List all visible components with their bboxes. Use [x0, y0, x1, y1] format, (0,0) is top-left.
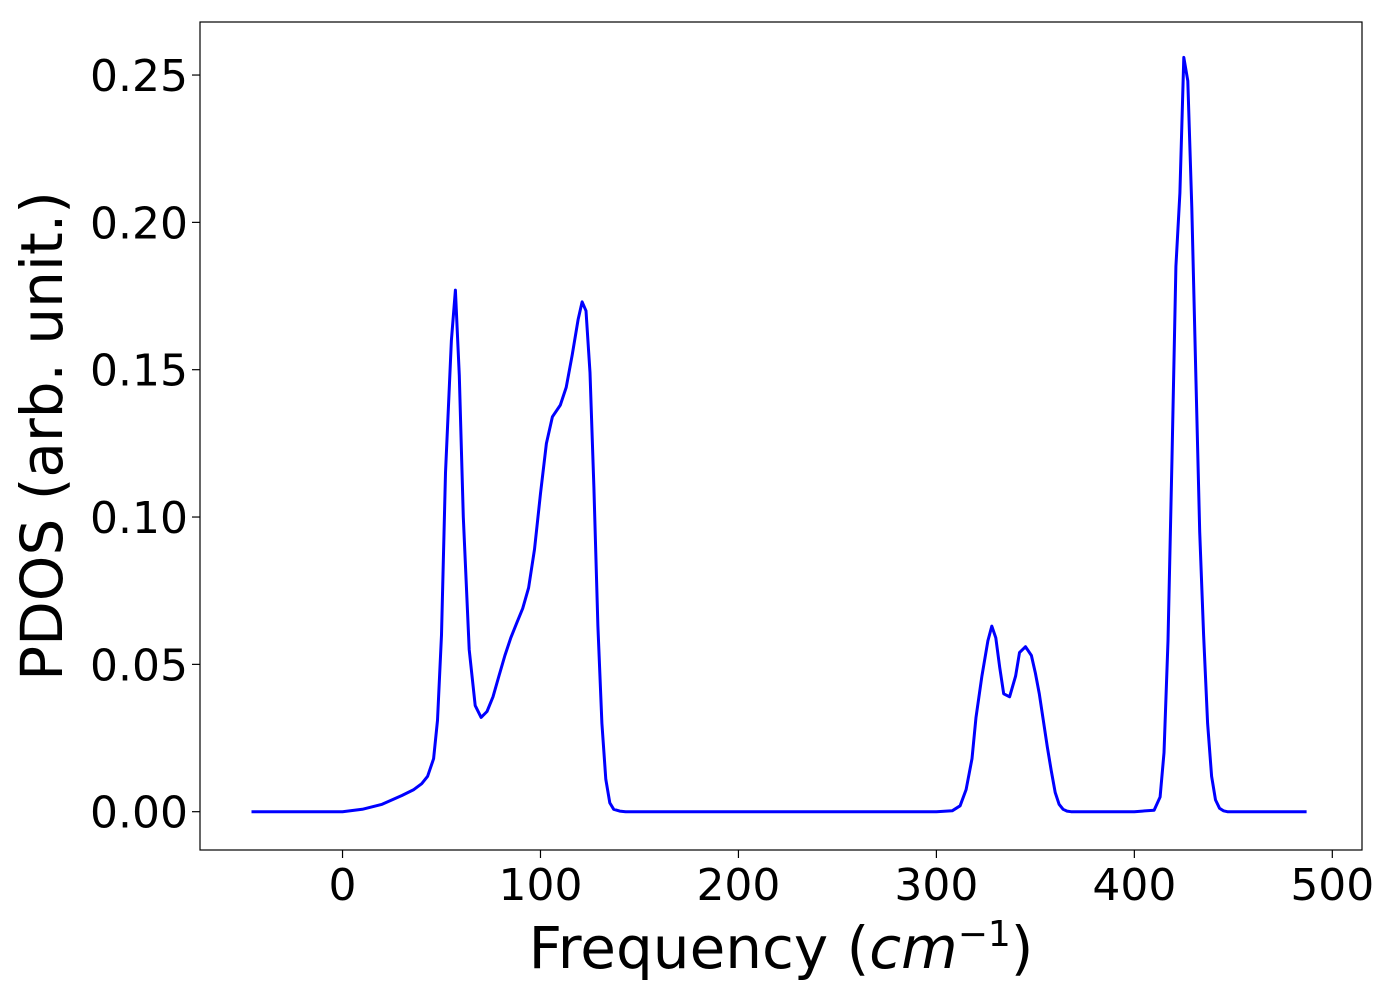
y-axis-ticks: 0.00 0.05 0.10 0.15 0.20 0.25 [90, 51, 200, 839]
y-tick-label: 0.10 [90, 493, 188, 544]
x-axis-label: Frequency (cm−1) [529, 914, 1034, 982]
x-tick-label: 300 [894, 860, 978, 911]
x-tick-label: 400 [1092, 860, 1176, 911]
pdos-series-line [251, 55, 1307, 814]
x-axis-ticks: 0 100 200 300 400 500 [329, 850, 1374, 911]
x-tick-label: 0 [329, 860, 357, 911]
y-axis-label: PDOS (arb. unit.) [8, 191, 76, 681]
y-tick-label: 0.20 [90, 198, 188, 249]
y-tick-label: 0.00 [90, 788, 188, 839]
x-tick-label: 100 [498, 860, 582, 911]
x-tick-label: 500 [1290, 860, 1374, 911]
y-tick-label: 0.15 [90, 346, 188, 397]
x-tick-label: 200 [696, 860, 780, 911]
y-tick-label: 0.25 [90, 51, 188, 102]
y-tick-label: 0.05 [90, 640, 188, 691]
series-layer [251, 55, 1307, 814]
plot-area [199, 21, 1363, 851]
